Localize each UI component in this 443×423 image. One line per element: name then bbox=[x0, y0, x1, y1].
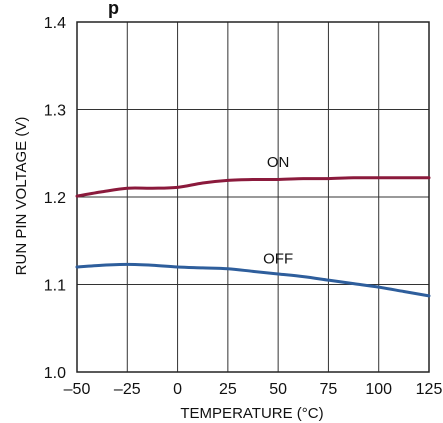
x-tick-label: 0 bbox=[173, 381, 182, 398]
x-tick-label: 75 bbox=[320, 381, 338, 398]
series-line-off bbox=[75, 262, 431, 298]
y-tick-labels: 1.0 1.1 1.2 1.3 1.4 bbox=[44, 15, 66, 382]
chart-title-fragment: p bbox=[108, 0, 119, 18]
x-tick-label: –25 bbox=[114, 381, 141, 398]
y-tick-label: 1.0 bbox=[44, 365, 66, 382]
x-tick-label: 125 bbox=[416, 381, 443, 398]
series-label-on: ON bbox=[267, 154, 290, 171]
y-tick-label: 1.4 bbox=[44, 15, 66, 32]
y-tick-label: 1.3 bbox=[44, 103, 66, 120]
y-tick-label: 1.2 bbox=[44, 190, 66, 207]
series-label-off: OFF bbox=[263, 250, 293, 267]
x-tick-label: 50 bbox=[269, 381, 287, 398]
series-line-on bbox=[75, 176, 431, 198]
x-tick-labels: –50 –25 0 25 50 75 100 125 bbox=[64, 381, 443, 398]
y-tick-label: 1.1 bbox=[44, 278, 66, 295]
x-tick-label: –50 bbox=[64, 381, 91, 398]
y-axis-label: RUN PIN VOLTAGE (V) bbox=[13, 117, 30, 276]
x-tick-label: 25 bbox=[219, 381, 237, 398]
grid-lines bbox=[76, 21, 430, 373]
x-tick-label: 100 bbox=[365, 381, 392, 398]
series-labels: ON OFF bbox=[263, 154, 293, 267]
series-layer bbox=[75, 176, 431, 298]
x-axis-label: TEMPERATURE (°C) bbox=[180, 405, 323, 422]
